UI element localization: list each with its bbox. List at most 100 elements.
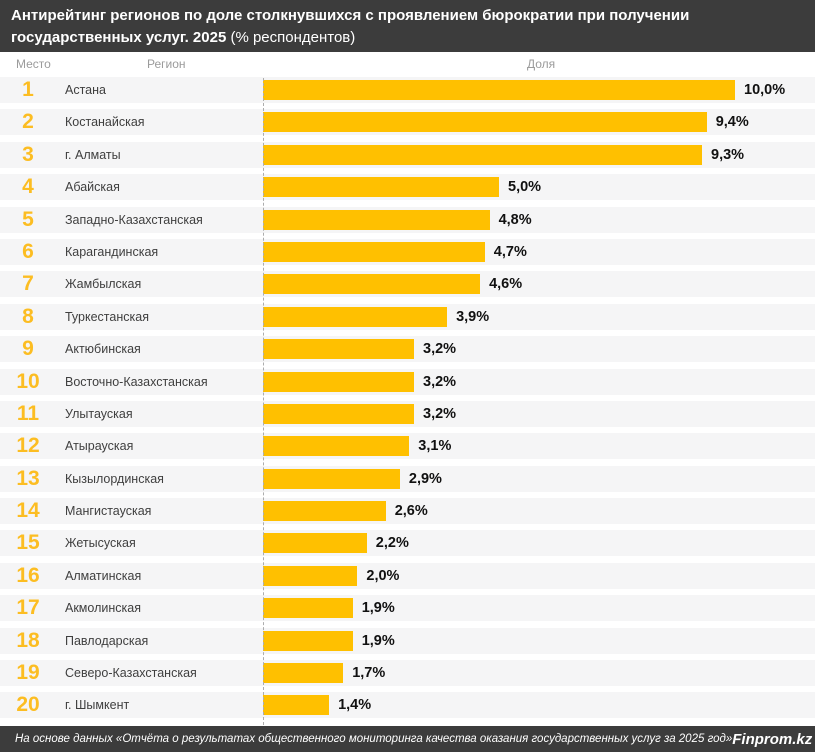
bar-track: 3,1% bbox=[263, 433, 815, 459]
share-bar bbox=[263, 695, 330, 716]
bar-track: 2,6% bbox=[263, 498, 815, 524]
table-row: 10 Восточно-Казахстанская 3,2% bbox=[0, 368, 815, 395]
share-bar bbox=[263, 112, 707, 133]
share-value-label: 10,0% bbox=[744, 82, 786, 98]
region-label: Астана bbox=[65, 83, 106, 97]
rank-value: 6 bbox=[22, 239, 34, 263]
bar-track: 1,7% bbox=[263, 660, 815, 686]
share-value-label: 4,7% bbox=[493, 243, 527, 260]
bar-track: 3,2% bbox=[263, 401, 815, 427]
table-row: 17 Акмолинская 1,9% bbox=[0, 595, 815, 622]
table-row: 13 Кызылординская 2,9% bbox=[0, 465, 815, 492]
rank-value: 1 bbox=[22, 78, 34, 101]
share-value-label: 3,2% bbox=[423, 341, 457, 358]
share-bar bbox=[263, 339, 414, 360]
share-value-label: 4,8% bbox=[498, 211, 532, 228]
rank-value: 4 bbox=[22, 175, 34, 199]
column-header-share: Доля bbox=[527, 57, 556, 71]
bar-track: 4,8% bbox=[263, 207, 815, 233]
share-value-label: 4,6% bbox=[489, 276, 523, 293]
axis-baseline-dashed bbox=[263, 78, 264, 725]
rank-value: 14 bbox=[16, 499, 40, 523]
bar-track: 3,2% bbox=[263, 369, 815, 395]
region-label: Карагандинская bbox=[65, 244, 159, 259]
region-label: Павлодарская bbox=[65, 633, 149, 648]
finprom-logo: Finprom.kz bbox=[732, 730, 813, 748]
region-label: Жамбылская bbox=[65, 277, 142, 292]
share-value-label: 2,9% bbox=[408, 470, 442, 487]
rank-value: 2 bbox=[22, 110, 34, 134]
rank-value: 16 bbox=[16, 563, 40, 587]
footer-bar: На основе данных «Отчёта о результатах о… bbox=[0, 726, 815, 752]
column-header-region: Регион bbox=[147, 57, 186, 71]
region-label: Актюбинская bbox=[65, 342, 141, 357]
table-row: 16 Алматинская 2,0% bbox=[0, 562, 815, 589]
share-value-label: 2,6% bbox=[394, 503, 428, 520]
share-value-label: 1,9% bbox=[361, 632, 395, 649]
share-bar bbox=[263, 144, 702, 165]
share-value-label: 3,2% bbox=[423, 373, 457, 390]
rank-value: 17 bbox=[16, 596, 40, 620]
rank-value: 19 bbox=[16, 661, 40, 685]
bar-track: 2,0% bbox=[263, 563, 815, 589]
share-bar bbox=[263, 565, 358, 586]
share-bar bbox=[263, 80, 735, 100]
bar-track: 1,4% bbox=[263, 692, 815, 718]
table-row: 14 Мангистауская 2,6% bbox=[0, 498, 815, 525]
bar-track: 1,9% bbox=[263, 628, 815, 654]
share-bar bbox=[263, 209, 490, 230]
share-value-label: 3,2% bbox=[423, 405, 457, 422]
share-value-label: 1,9% bbox=[361, 600, 395, 617]
rank-value: 8 bbox=[22, 304, 34, 328]
share-value-label: 9,3% bbox=[711, 146, 745, 163]
region-label: Алматинская bbox=[65, 568, 142, 583]
bar-track: 2,2% bbox=[263, 530, 815, 556]
bar-track: 2,9% bbox=[263, 466, 815, 492]
table-row: 19 Северо-Казахстанская 1,7% bbox=[0, 660, 815, 687]
region-label: Мангистауская bbox=[65, 504, 152, 519]
share-value-label: 5,0% bbox=[508, 179, 542, 196]
rank-value: 7 bbox=[22, 272, 34, 296]
share-bar bbox=[263, 306, 448, 327]
share-bar bbox=[263, 177, 499, 198]
region-label: Абайская bbox=[65, 180, 120, 195]
region-label: г. Алматы bbox=[65, 147, 121, 162]
region-label: Восточно-Казахстанская bbox=[65, 374, 208, 389]
share-bar bbox=[263, 468, 400, 489]
table-row: 18 Павлодарская 1,9% bbox=[0, 627, 815, 654]
share-bar bbox=[263, 371, 414, 392]
share-bar bbox=[263, 663, 344, 684]
share-bar bbox=[263, 436, 410, 457]
rank-value: 11 bbox=[16, 401, 40, 425]
share-bar bbox=[263, 241, 485, 262]
rank-value: 12 bbox=[16, 434, 40, 458]
region-label: Туркестанская bbox=[65, 309, 149, 324]
table-row: 12 Атырауская 3,1% bbox=[0, 433, 815, 460]
chart-title-suffix: (% респондентов) bbox=[230, 29, 356, 46]
bar-track: 3,9% bbox=[263, 304, 815, 330]
share-value-label: 9,4% bbox=[715, 114, 749, 131]
region-label: Жетысуская bbox=[65, 536, 136, 551]
table-row: 3 г. Алматы 9,3% bbox=[0, 141, 815, 168]
share-bar bbox=[263, 533, 367, 554]
bar-track: 5,0% bbox=[263, 174, 815, 200]
table-row: 6 Карагандинская 4,7% bbox=[0, 238, 815, 265]
bar-track: 1,9% bbox=[263, 595, 815, 621]
table-row: 11 Улытауская 3,2% bbox=[0, 400, 815, 427]
bar-track: 9,3% bbox=[263, 142, 815, 168]
chart-title-main: Антирейтинг регионов по доле столкнувших… bbox=[11, 7, 690, 46]
region-label: Западно-Казахстанская bbox=[65, 212, 203, 227]
region-label: Улытауская bbox=[65, 406, 133, 421]
region-label: г. Шымкент bbox=[65, 698, 130, 713]
bar-track: 4,6% bbox=[263, 271, 815, 297]
rank-value: 20 bbox=[16, 693, 40, 717]
chart-rows: 1 Астана 10,0% 2 Костанайская 9,4% 3 г. … bbox=[0, 77, 815, 719]
table-row: 5 Западно-Казахстанская 4,8% bbox=[0, 206, 815, 233]
bar-chart-area: 1 Астана 10,0% 2 Костанайская 9,4% 3 г. … bbox=[0, 77, 815, 726]
bar-track: 9,4% bbox=[263, 109, 815, 135]
rank-value: 18 bbox=[16, 628, 40, 652]
table-row: 9 Актюбинская 3,2% bbox=[0, 336, 815, 363]
rank-value: 13 bbox=[16, 466, 40, 490]
rank-value: 3 bbox=[22, 142, 34, 166]
rank-value: 9 bbox=[22, 337, 34, 361]
